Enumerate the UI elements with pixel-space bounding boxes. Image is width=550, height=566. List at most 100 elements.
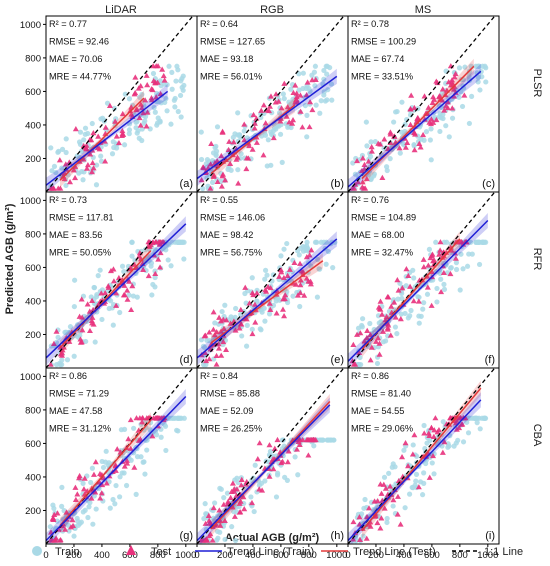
test-point (356, 536, 363, 542)
train-point (315, 256, 321, 263)
train-point (364, 143, 370, 149)
test-point (277, 266, 284, 273)
train-point (360, 316, 366, 322)
train-point (113, 482, 119, 489)
train-point (133, 125, 139, 131)
train-point (51, 163, 58, 170)
test-point (305, 278, 312, 284)
x-tick-label: 400 (245, 550, 261, 561)
train-point (402, 505, 408, 511)
train-point (122, 91, 128, 97)
test-point (87, 151, 94, 157)
train-point (238, 151, 244, 157)
train-point (449, 115, 456, 121)
train-point (399, 99, 405, 105)
train-point (464, 263, 471, 269)
train-point (129, 239, 135, 245)
test-point (294, 292, 301, 298)
test-point (139, 419, 146, 425)
test-point (452, 70, 459, 77)
x-tick-label: 1000 (175, 550, 196, 561)
test-point (149, 239, 156, 245)
train-point (206, 337, 213, 344)
legend-train-label: Train (55, 546, 80, 558)
panel-f: R² = 0.76 RMSE = 104.89 MAE = 68.00 MRE = 3… (347, 191, 500, 369)
train-point (168, 121, 174, 127)
stat-label: R² = 0.64 (200, 19, 238, 29)
train-point (460, 266, 466, 272)
test-point (226, 138, 233, 144)
test-point (297, 277, 304, 283)
test-point (215, 341, 222, 347)
test-point (97, 495, 104, 501)
test-point (70, 167, 77, 173)
train-point (99, 316, 105, 323)
train-point (244, 135, 250, 141)
train-point (214, 124, 221, 130)
train-point (297, 303, 303, 310)
test-point (361, 338, 368, 344)
test-point (120, 131, 127, 138)
train-point (152, 109, 158, 115)
train-point (318, 239, 324, 245)
train-point (151, 104, 157, 111)
train-point (476, 63, 482, 69)
train-point (181, 256, 187, 262)
test-point (266, 103, 273, 109)
test-point (74, 491, 81, 497)
test-point (361, 161, 368, 167)
train-point (273, 494, 280, 500)
test-point (143, 72, 150, 78)
test-point (297, 289, 304, 296)
test-point (137, 101, 144, 107)
test-point (312, 76, 319, 83)
test-point (249, 289, 256, 296)
train-point (222, 536, 228, 543)
train-point (368, 139, 374, 145)
train-point (229, 524, 235, 530)
test-point (388, 303, 395, 309)
train-point (251, 508, 257, 515)
test-point (394, 277, 401, 283)
test-point (444, 99, 451, 105)
test-point (447, 270, 454, 277)
train-point (292, 454, 298, 460)
plot-area (197, 192, 345, 368)
train-point (166, 63, 172, 69)
train-point (312, 63, 318, 69)
test-point (356, 349, 363, 356)
train-point (304, 239, 310, 245)
train-point (93, 182, 100, 188)
test-point (456, 239, 463, 245)
trend-line-test (59, 419, 152, 527)
train-point (278, 253, 284, 259)
test-point (161, 77, 168, 83)
train-point (56, 148, 62, 154)
stat-label: R² = 0.76 (351, 195, 389, 205)
y-tick-label: 1000 (20, 196, 41, 207)
test-point (375, 335, 382, 341)
test-point (198, 537, 205, 543)
train-point (202, 501, 208, 507)
train-point (483, 79, 489, 85)
test-point (381, 505, 388, 511)
test-point (121, 292, 128, 298)
train-point (104, 100, 111, 106)
test-point (235, 180, 242, 186)
test-point (359, 155, 366, 161)
train-point (238, 134, 244, 140)
test-point (363, 513, 370, 520)
panel-letter: (d) (180, 354, 193, 366)
test-point (124, 296, 131, 302)
train-point (317, 110, 323, 116)
test-point (266, 107, 273, 114)
test-point (113, 290, 120, 296)
train-point (63, 136, 69, 142)
panel-c: R² = 0.78 RMSE = 100.29 MAE = 67.74 MRE = 3… (347, 15, 500, 193)
test-point (124, 287, 131, 293)
train-point (413, 471, 420, 477)
test-point (136, 114, 143, 121)
stat-label: RMSE = 92.46 (49, 37, 109, 47)
test-point (375, 304, 382, 310)
test-point (286, 266, 293, 272)
